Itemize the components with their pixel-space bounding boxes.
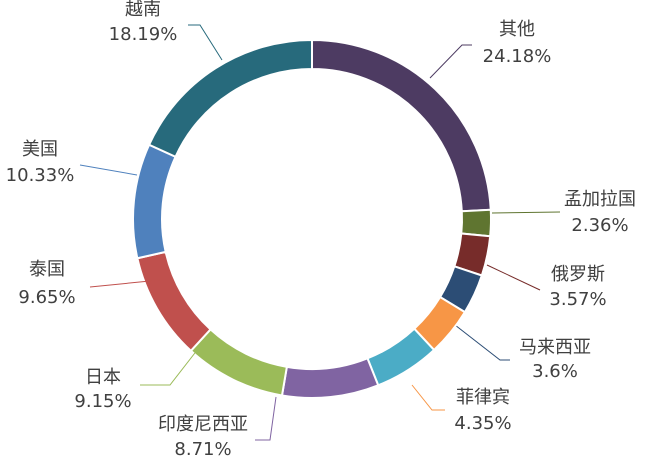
slice	[460, 208, 492, 238]
leader-line	[486, 264, 541, 291]
value-label: 3.6%	[532, 361, 578, 382]
slice-label: 泰国	[29, 259, 65, 280]
slice-label: 美国	[22, 139, 58, 160]
value-label: 10.33%	[6, 165, 75, 186]
leader-line	[255, 396, 277, 441]
leader-line	[491, 211, 561, 214]
slice-label: 日本	[85, 367, 121, 388]
slice-label: 孟加拉国	[564, 189, 636, 210]
slice-label: 印度尼西亚	[158, 414, 248, 435]
leader-line	[429, 44, 472, 79]
value-label: 8.71%	[174, 439, 231, 459]
slice-label: 越南	[125, 0, 161, 20]
slice-label: 俄罗斯	[551, 264, 605, 285]
leader-line	[188, 24, 223, 61]
slice	[147, 38, 313, 159]
value-label: 9.65%	[18, 287, 75, 308]
slice-label: 其他	[499, 19, 535, 40]
value-label: 4.35%	[454, 413, 511, 434]
leader-line	[89, 279, 161, 288]
slice	[280, 357, 380, 399]
slice	[311, 38, 492, 213]
value-label: 24.18%	[483, 46, 552, 67]
leader-line	[454, 324, 510, 361]
value-label: 2.36%	[571, 215, 628, 236]
value-label: 18.19%	[109, 24, 178, 45]
leader-line	[79, 164, 138, 176]
slice	[132, 143, 177, 260]
leader-line	[411, 384, 445, 411]
slice	[189, 328, 289, 397]
slice-label: 马来西亚	[519, 337, 591, 358]
value-label: 9.15%	[74, 391, 131, 412]
value-label: 3.57%	[549, 289, 606, 310]
slice	[136, 250, 212, 353]
leader-line	[140, 339, 206, 386]
slice-label: 菲律宾	[456, 387, 510, 408]
